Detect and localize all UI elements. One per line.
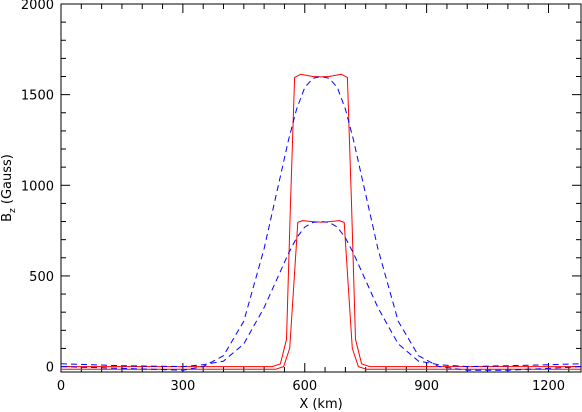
y-tick-label: 500 xyxy=(29,270,54,285)
y-axis-label: Bz (Gauss) xyxy=(0,154,18,222)
x-tick-label: 1200 xyxy=(532,379,565,394)
series-line-2 xyxy=(61,220,581,370)
y-tick-label: 1000 xyxy=(21,179,54,194)
x-tick-label: 600 xyxy=(292,379,317,394)
y-tick-label: 2000 xyxy=(21,0,54,13)
series-line-1 xyxy=(61,73,581,368)
x-tick-label: 0 xyxy=(57,379,65,394)
series-line-4 xyxy=(60,221,582,368)
y-axis-label-main: B xyxy=(0,213,15,222)
x-axis-label: X (km) xyxy=(299,397,342,412)
y-tick-label: 1500 xyxy=(21,89,54,104)
y-axis-label-rest: (Gauss) xyxy=(0,154,15,208)
series-layer xyxy=(60,73,582,371)
x-tick-label: 900 xyxy=(414,379,439,394)
y-tick-label: 0 xyxy=(46,361,54,376)
y-axis-ticks: 0 500 1000 1500 2000 xyxy=(21,0,581,376)
plot-area: 0 300 600 900 1200 0 500 1000 1500 2000 xyxy=(21,0,582,394)
x-tick-label: 300 xyxy=(170,379,195,394)
plot-frame xyxy=(60,3,582,373)
x-axis-ticks: 0 300 600 900 1200 xyxy=(57,4,570,394)
series-line-3 xyxy=(60,76,582,371)
y-axis-label-subscript: z xyxy=(8,208,18,213)
